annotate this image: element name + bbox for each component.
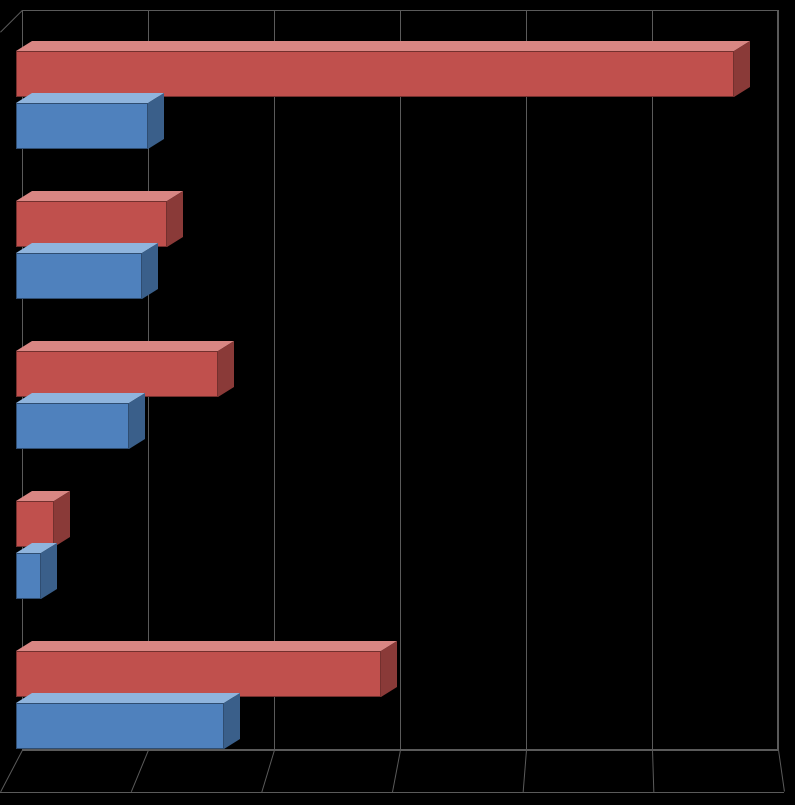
floor-gridline — [131, 750, 149, 792]
floor-backline — [22, 750, 778, 751]
gridline — [274, 10, 275, 750]
gridline — [400, 10, 401, 750]
floor-gridline — [523, 750, 527, 792]
floor-gridline — [392, 750, 401, 792]
gridline — [526, 10, 527, 750]
horizontal-bar-chart — [0, 0, 795, 805]
floor-gridline — [652, 750, 654, 792]
left-wall-edge — [0, 10, 23, 33]
floor-gridline — [778, 750, 785, 792]
gridline — [652, 10, 653, 750]
floor-gridline — [0, 750, 23, 792]
gridline — [778, 10, 779, 750]
floor-baseline — [0, 792, 784, 793]
floor-gridline — [261, 750, 275, 792]
